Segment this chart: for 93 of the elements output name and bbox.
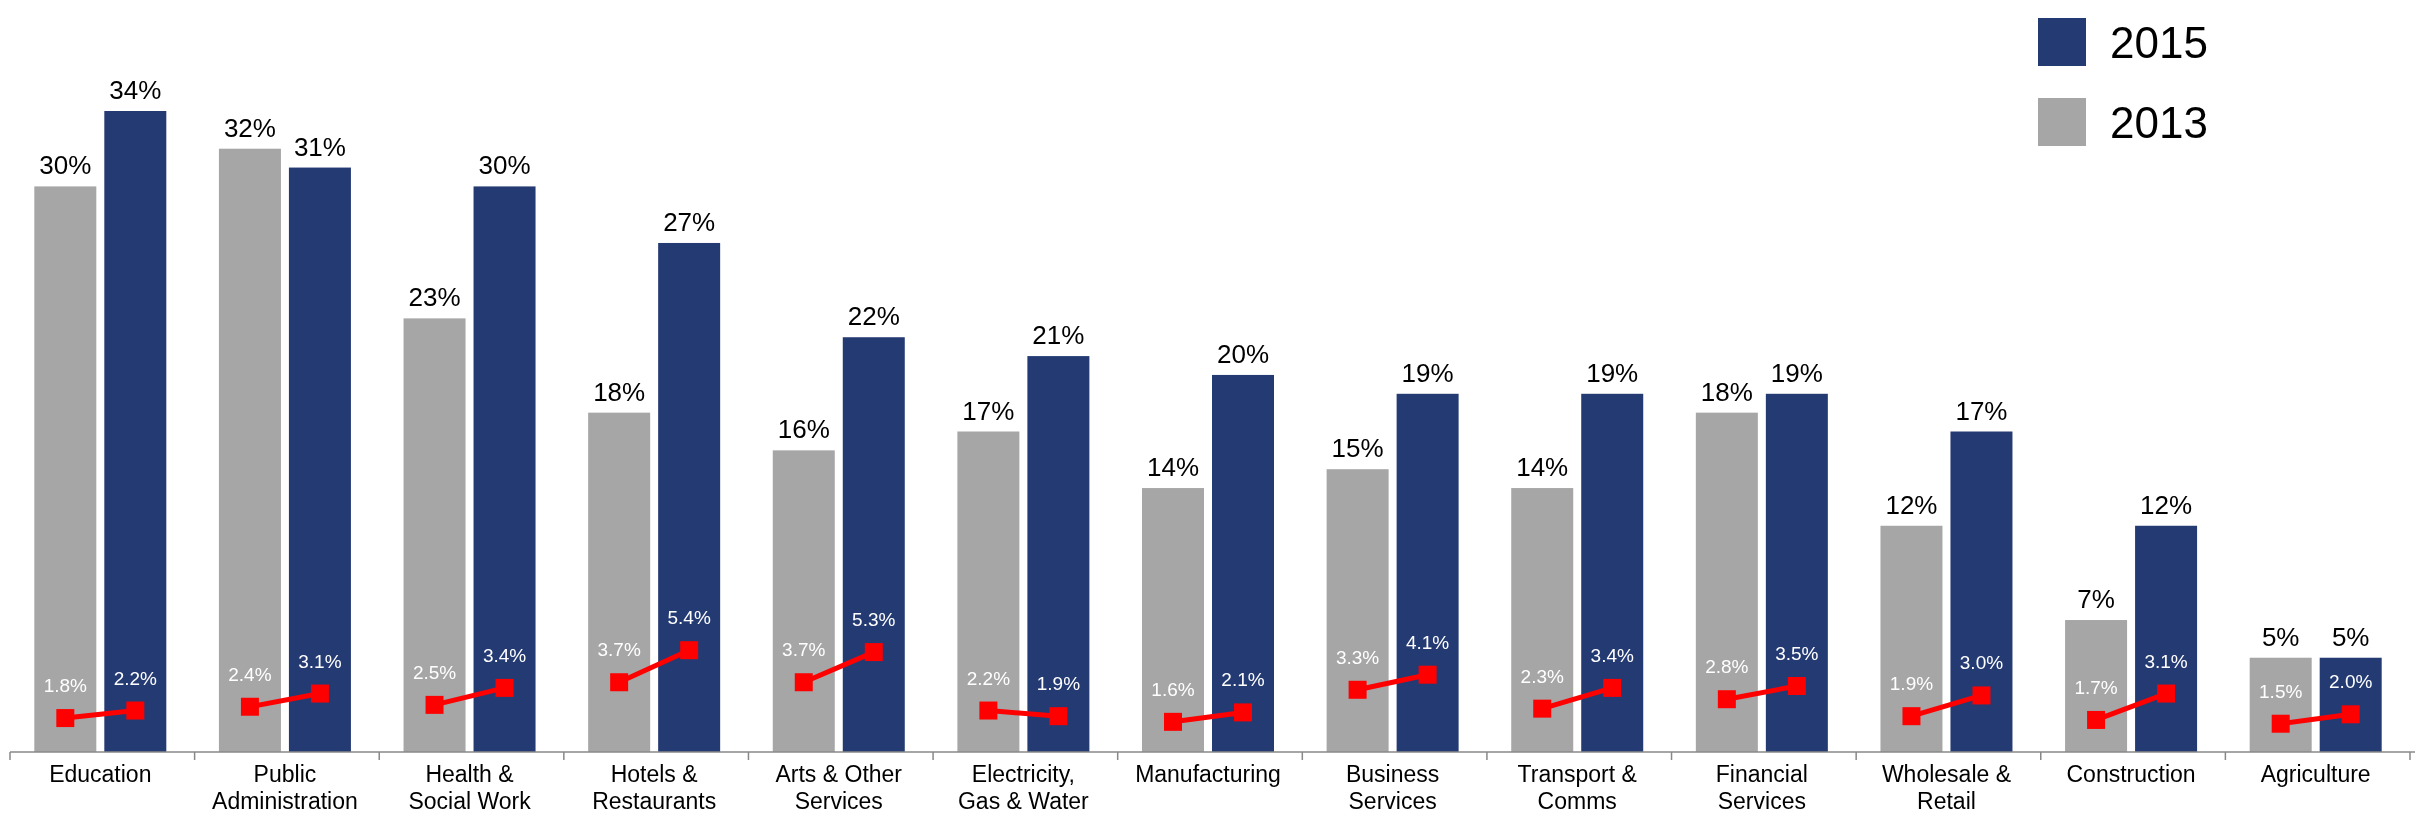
data-label: 7% — [2077, 584, 2115, 615]
data-label: 17% — [962, 395, 1015, 426]
data-label: 5.3% — [852, 609, 896, 631]
data-label: 4.1% — [1405, 631, 1450, 653]
data-label: 2.3% — [1520, 665, 1564, 687]
data-label: 21% — [1032, 320, 1085, 351]
data-label: 3.4% — [482, 644, 527, 666]
bar — [1396, 393, 1459, 752]
data-label: 14% — [1516, 452, 1569, 483]
data-label: 1.8% — [43, 675, 88, 697]
data-label: 5.4% — [667, 607, 711, 629]
legend-label: 2013 — [2110, 98, 2208, 147]
bar — [473, 186, 536, 752]
bar — [957, 431, 1020, 752]
bar — [658, 242, 721, 752]
x-tick-label: Agriculture — [2260, 761, 2371, 787]
bar — [1950, 431, 2013, 752]
data-label: 2.5% — [412, 661, 457, 683]
data-label: 3.0% — [1959, 652, 2004, 674]
bar — [34, 186, 97, 752]
bar — [1326, 469, 1389, 752]
bar — [1142, 488, 1204, 752]
data-label: 17% — [1955, 395, 2008, 426]
data-label: 15% — [1331, 433, 1384, 464]
bar — [842, 337, 905, 752]
data-label: 19% — [1586, 357, 1639, 388]
data-label: 20% — [1216, 338, 1270, 369]
data-label: 3.1% — [2144, 650, 2188, 672]
x-tick-label: Hotels & Restaurants — [592, 761, 717, 814]
data-label: 23% — [408, 282, 461, 313]
bar — [2135, 525, 2198, 752]
data-label: 27% — [663, 206, 716, 237]
x-tick-label: Construction — [2066, 761, 2196, 787]
data-label: 5% — [2331, 621, 2370, 652]
data-label: 1.7% — [2074, 676, 2118, 698]
data-label: 3.3% — [1335, 646, 1380, 668]
data-label: 2.8% — [1705, 656, 1749, 678]
bar — [1511, 488, 1574, 752]
x-tick-label: Public Administration — [212, 761, 358, 814]
data-label: 30% — [39, 150, 92, 181]
data-label: 1.9% — [1036, 673, 1081, 695]
bar — [403, 318, 466, 752]
data-label: 19% — [1401, 357, 1454, 388]
x-tick-label: Electricity, Gas & Water — [957, 761, 1090, 814]
data-label: 3.1% — [298, 650, 342, 672]
data-label: 3.4% — [1590, 644, 1634, 666]
data-label: 32% — [223, 112, 276, 143]
data-label: 22% — [847, 301, 900, 332]
data-label: 5% — [2261, 621, 2300, 652]
data-label: 2.2% — [113, 667, 158, 689]
bar — [1027, 356, 1090, 752]
x-tick-label: Arts & Other Services — [775, 761, 903, 814]
data-label: 31% — [293, 131, 346, 162]
data-label: 12% — [1885, 489, 1938, 520]
data-label: 3.7% — [597, 639, 641, 661]
bar — [1581, 393, 1644, 752]
bar — [218, 148, 281, 752]
x-tick-label: Business Services — [1345, 761, 1440, 814]
x-tick-label: Manufacturing — [1135, 761, 1281, 787]
bar — [588, 412, 651, 752]
data-label: 30% — [478, 150, 531, 181]
bar — [288, 167, 351, 752]
data-label: 18% — [1700, 376, 1753, 407]
data-label: 1.6% — [1151, 678, 1195, 700]
x-tick-label: Transport & Comms — [1517, 761, 1637, 814]
legend-label: 2015 — [2110, 18, 2208, 67]
data-label: 12% — [2140, 489, 2193, 520]
data-label: 2.1% — [1221, 669, 1265, 691]
bar — [1212, 374, 1274, 752]
data-label: 3.7% — [782, 639, 826, 661]
data-label: 18% — [593, 376, 646, 407]
bar — [2319, 657, 2382, 752]
data-label: 2.0% — [2329, 671, 2373, 693]
data-label: 3.5% — [1775, 643, 1819, 665]
data-label: 14% — [1146, 452, 1200, 483]
x-tick-label: Education — [49, 761, 152, 787]
data-label: 19% — [1770, 357, 1823, 388]
bar — [2065, 620, 2128, 752]
bar — [1695, 412, 1758, 752]
data-label: 2.2% — [966, 667, 1011, 689]
data-label: 1.9% — [1889, 673, 1934, 695]
data-label: 34% — [109, 75, 162, 105]
x-tick-label: Financial Services — [1715, 761, 1808, 814]
bar — [772, 450, 835, 752]
data-label: 2.4% — [228, 663, 272, 685]
data-label: 16% — [777, 414, 830, 445]
x-tick-label: Health & Social Work — [408, 761, 532, 814]
bar — [104, 111, 167, 752]
bar — [2249, 657, 2312, 752]
bar — [1765, 393, 1828, 752]
bar — [1880, 525, 1943, 752]
data-label: 1.5% — [2259, 680, 2303, 702]
x-tick-label: Wholesale & Retail — [1881, 761, 2012, 814]
